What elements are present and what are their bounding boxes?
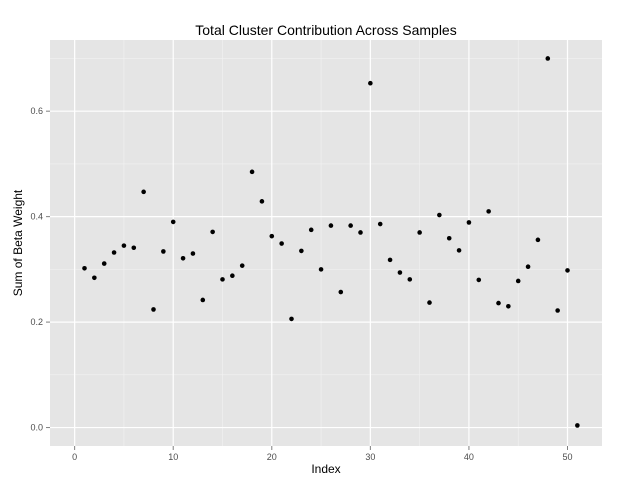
data-point: [190, 251, 196, 256]
data-point: [141, 189, 146, 195]
data-point: [555, 308, 560, 313]
plot-panel: [50, 40, 602, 446]
data-points: [82, 56, 580, 428]
data-point: [131, 245, 137, 251]
data-point: [318, 267, 324, 272]
data-point: [427, 300, 432, 305]
data-point: [289, 316, 294, 322]
y-axis-title: Sum of Beta Weight: [11, 189, 25, 296]
data-point: [437, 212, 442, 218]
y-tick-label: 0.4: [30, 212, 43, 222]
data-point: [575, 423, 580, 428]
data-point: [377, 221, 383, 227]
data-point: [368, 80, 373, 86]
data-point: [525, 264, 531, 270]
data-point: [358, 230, 363, 235]
data-point: [180, 255, 186, 261]
data-point: [299, 248, 304, 254]
data-point: [210, 229, 215, 235]
y-tick-label: 0.6: [30, 106, 43, 116]
data-point: [466, 220, 472, 225]
x-tick-label: 30: [365, 452, 375, 462]
y-tick-label: 0.0: [30, 423, 43, 433]
data-point: [259, 199, 265, 204]
data-point: [269, 233, 275, 239]
x-tick-label: 0: [72, 452, 77, 462]
data-point: [486, 209, 491, 214]
x-tick-label: 40: [464, 452, 474, 462]
y-axis: 0.0 0.2 0.4 0.6: [30, 106, 50, 433]
data-point: [338, 289, 344, 295]
data-point: [387, 257, 393, 263]
grid-major: [50, 40, 602, 446]
grid-minor: [50, 40, 602, 446]
data-point: [328, 223, 334, 228]
data-point: [407, 277, 413, 282]
data-point: [151, 307, 156, 312]
data-point: [397, 270, 403, 275]
data-point: [308, 227, 314, 233]
data-point: [200, 297, 206, 303]
data-point: [456, 248, 462, 253]
data-point: [249, 169, 255, 175]
data-point: [506, 303, 511, 309]
data-point: [279, 241, 284, 246]
data-point: [230, 273, 235, 278]
x-tick-label: 50: [562, 452, 572, 462]
data-point: [535, 237, 541, 243]
data-point: [121, 243, 127, 248]
x-axis-title: Index: [311, 462, 340, 476]
x-tick-label: 10: [168, 452, 178, 462]
data-point: [348, 223, 353, 228]
data-point: [565, 268, 570, 273]
data-point: [101, 261, 107, 266]
data-point: [476, 277, 482, 283]
data-point: [92, 275, 97, 281]
y-tick-label: 0.2: [30, 317, 43, 327]
data-point: [170, 219, 176, 225]
data-point: [446, 235, 452, 241]
data-point: [111, 250, 117, 255]
chart-title: Total Cluster Contribution Across Sample…: [195, 22, 456, 38]
x-tick-label: 20: [267, 452, 277, 462]
data-point: [515, 278, 521, 284]
x-axis: 0 10 20 30 40 50: [72, 446, 573, 462]
data-point: [82, 266, 87, 271]
data-point: [220, 277, 225, 282]
data-point: [545, 56, 551, 61]
data-point: [417, 230, 422, 235]
data-point: [161, 249, 166, 254]
data-point: [496, 300, 501, 306]
data-point: [239, 263, 245, 268]
